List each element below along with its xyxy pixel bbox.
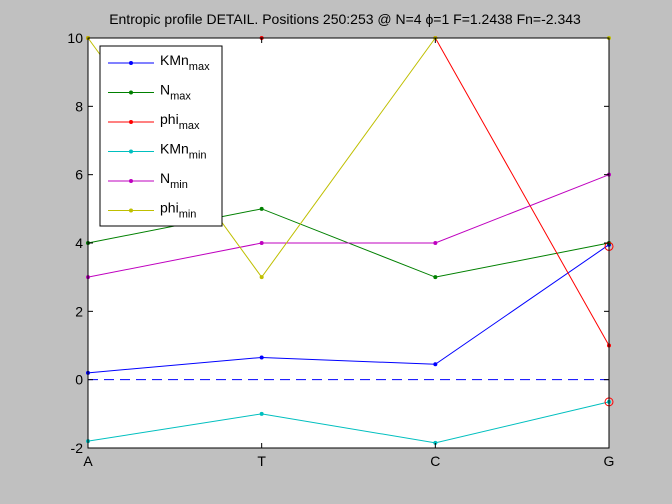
legend-marker-kmn-max	[129, 61, 133, 65]
x-tick-label-t: T	[257, 453, 266, 469]
y-tick-label: 2	[75, 303, 83, 319]
legend-label-n-min: Nmin	[160, 170, 188, 191]
x-tick-label-c: C	[430, 453, 440, 469]
series-line-kmn-max	[87, 244, 610, 374]
legend-marker-phi-max	[129, 120, 133, 124]
legend-label-n-max: Nmax	[160, 82, 191, 103]
legend-label-phi-max: phimax	[160, 111, 200, 132]
legend-label-phi-min: phimin	[160, 200, 196, 221]
x-tick-label-a: A	[83, 453, 93, 469]
y-tick-label: 10	[67, 30, 83, 46]
legend-label-kmn-min: KMnmin	[160, 141, 207, 162]
plot-marks	[86, 36, 614, 445]
legend-marker-n-max	[129, 90, 133, 95]
data-point-n-min-t	[259, 241, 264, 245]
data-point-kmn-min-c	[433, 440, 438, 445]
data-point-kmn-max-t	[259, 355, 264, 360]
y-tick-label: 8	[75, 98, 83, 114]
data-point-n-max-t	[259, 206, 264, 211]
axes: -2 0 2 4 6 8 10 A T C G	[67, 30, 614, 469]
data-point-phi-min-t	[259, 275, 264, 280]
data-point-kmn-min-t	[259, 411, 264, 416]
y-tick-label: -2	[71, 440, 84, 456]
series-line-kmn-min	[87, 401, 610, 444]
y-tick-label: 4	[75, 235, 83, 251]
legend-label-kmn-max: KMnmax	[160, 52, 210, 73]
data-point-n-max-c	[433, 275, 438, 280]
y-tick-label: 6	[75, 167, 83, 183]
data-point-n-min-c	[433, 241, 438, 245]
legend-marker-phi-min	[129, 208, 133, 213]
legend: KMnmax Nmax phimax KMnmin Nmin phimin	[99, 45, 223, 227]
legend-marker-kmn-min	[129, 149, 133, 154]
x-tick-label-g: G	[604, 453, 615, 469]
data-point-kmn-max-c	[433, 362, 438, 367]
legend-box	[99, 45, 223, 227]
series-line-n-min	[87, 174, 610, 278]
chart-title: Entropic profile DETAIL. Positions 250:2…	[109, 11, 581, 27]
legend-marker-n-min	[129, 179, 133, 183]
y-tick-label: 0	[75, 372, 83, 388]
